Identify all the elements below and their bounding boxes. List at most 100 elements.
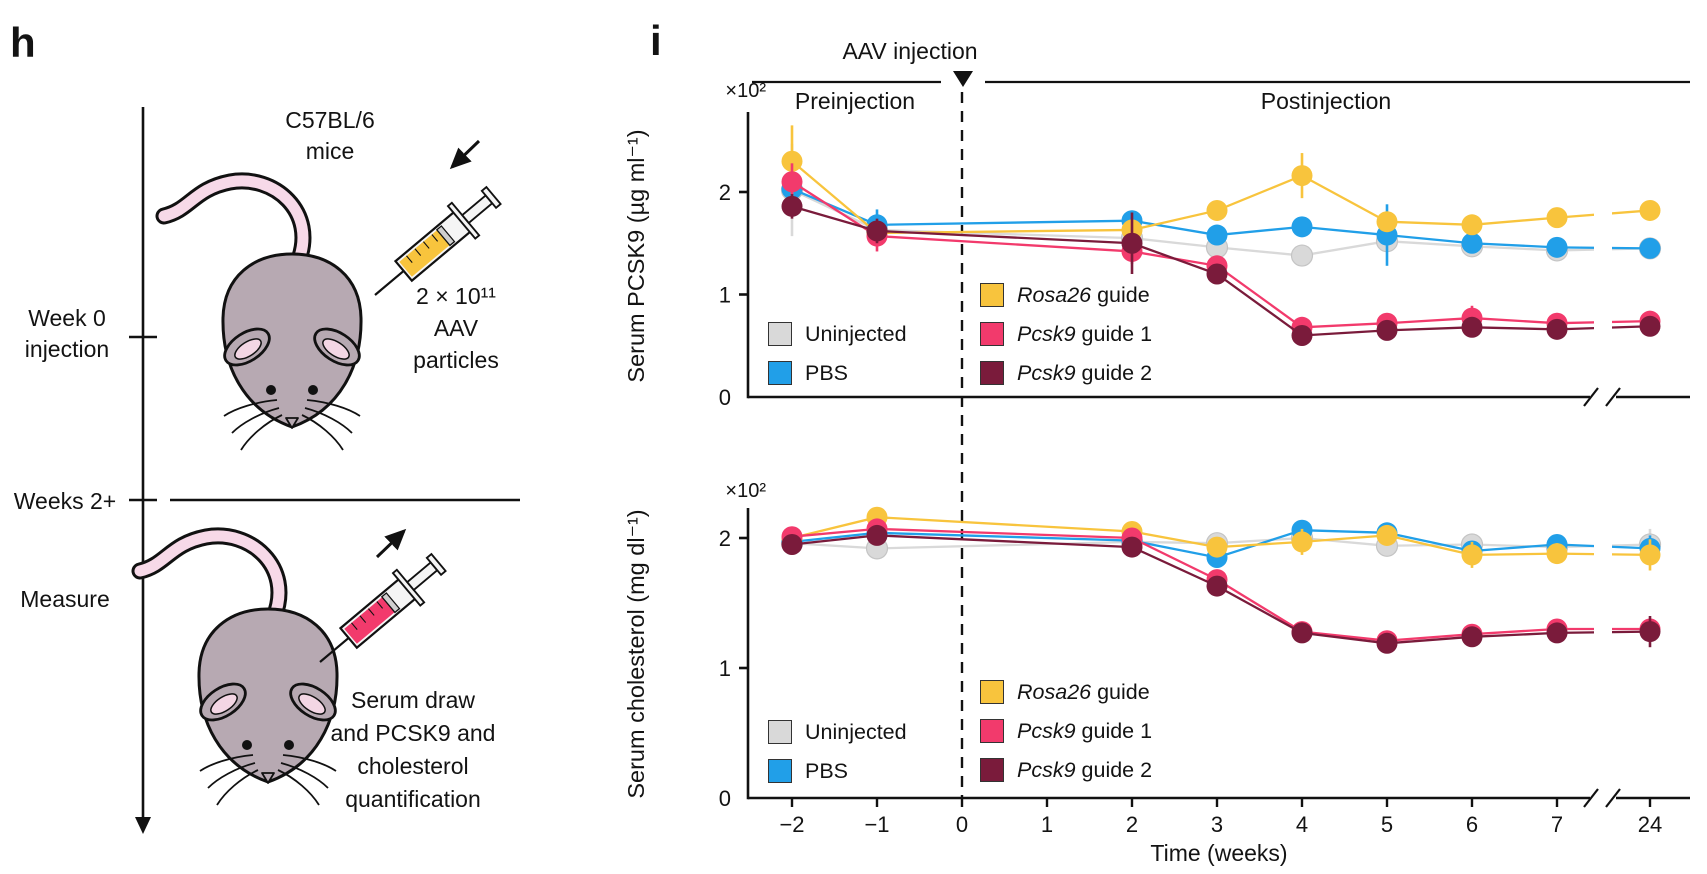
legend-item-pcsk9_g2: Pcsk9 guide 2 — [980, 361, 1152, 385]
legend-item-uninjected: Uninjected — [768, 322, 907, 346]
legend-label-rosa26: Rosa26 guide — [1017, 282, 1150, 307]
data-point — [1206, 263, 1228, 285]
legend-item-rosa26: Rosa26 guide — [980, 680, 1152, 704]
axis-break-slash — [1605, 788, 1621, 808]
legend-label-pcsk9_g1: Pcsk9 guide 1 — [1017, 321, 1153, 346]
postinjection-label: Postinjection — [1260, 88, 1392, 114]
legend-swatch-pcsk9_g2 — [980, 361, 1004, 385]
legend-item-pbs: PBS — [768, 759, 907, 783]
panel-i-label: i — [650, 17, 662, 64]
legend-label-pcsk9_g2: Pcsk9 guide 2 — [1017, 757, 1153, 782]
data-point — [1206, 536, 1228, 558]
panel-h-label: h — [10, 19, 36, 66]
axis-break-slash — [1605, 387, 1621, 407]
legend-swatch-pbs — [768, 759, 792, 783]
legend-swatch-rosa26 — [980, 680, 1004, 704]
data-point — [1546, 236, 1568, 258]
svg-text:−1: −1 — [864, 812, 889, 837]
serum-pcsk9-series — [780, 125, 1662, 346]
preinjection-label: Preinjection — [794, 88, 916, 114]
legend-item-pbs: PBS — [768, 361, 907, 385]
legend-label-rosa26: Rosa26 guide — [1017, 679, 1150, 704]
legend-swatch-pcsk9_g1 — [980, 322, 1004, 346]
data-point — [1546, 207, 1568, 229]
svg-text:0: 0 — [956, 812, 968, 837]
cholesterol-legend-left: Uninjected PBS — [768, 720, 907, 798]
data-point — [1546, 318, 1568, 340]
axis-break-slash — [1583, 788, 1599, 808]
data-point — [1546, 543, 1568, 565]
data-point — [1376, 211, 1398, 233]
data-point — [1291, 531, 1313, 553]
svg-text:3: 3 — [1211, 812, 1223, 837]
legend-label-pcsk9_g1: Pcsk9 guide 1 — [1017, 718, 1153, 743]
data-point — [1461, 626, 1483, 648]
data-point — [1546, 622, 1568, 644]
data-point — [1639, 199, 1661, 221]
serum-pcsk9-series-rosa26 — [781, 125, 1661, 244]
data-point — [1376, 319, 1398, 341]
svg-text:0: 0 — [719, 385, 731, 410]
inject-arrow-icon — [449, 139, 481, 170]
data-point — [1461, 214, 1483, 236]
injection-triangle-marker — [953, 71, 973, 87]
pcsk9-legend-right: Rosa26 guide Pcsk9 guide 1 Pcsk9 guide 2 — [980, 283, 1152, 400]
data-point — [1291, 325, 1313, 346]
weeks2-label: Weeks 2+ — [13, 488, 117, 514]
cholesterol-scale-label: ×10² — [725, 480, 766, 502]
legend-swatch-pbs — [768, 361, 792, 385]
data-point — [1461, 544, 1483, 566]
legend-item-rosa26: Rosa26 guide — [980, 283, 1152, 307]
legend-swatch-uninjected — [768, 322, 792, 346]
data-point — [1639, 621, 1661, 643]
mouse-strain-label: C57BL/6 mice — [285, 107, 375, 164]
serum-cholesterol-axes: 0 1 2 −2 −1 0 1 2 3 4 5 6 7 24 — [719, 508, 1690, 837]
aav-injection-header: AAV injection — [842, 38, 978, 64]
svg-text:2: 2 — [719, 526, 731, 551]
timeline-arrowhead — [135, 817, 151, 834]
data-point — [781, 534, 803, 555]
serum-pcsk9-series-pcsk9_g2 — [781, 194, 1661, 346]
data-point — [1206, 224, 1228, 246]
measure-label: Measure — [20, 586, 110, 612]
svg-text:2: 2 — [1126, 812, 1138, 837]
x-axis-label: Time (weeks) — [1150, 840, 1288, 866]
serum-pcsk9-axes: 0 1 2 — [719, 112, 1690, 410]
data-point — [781, 150, 803, 172]
aav-dose-label: 2 × 10¹¹ AAV particles — [413, 283, 499, 373]
svg-text:6: 6 — [1466, 812, 1478, 837]
legend-label-uninjected: Uninjected — [805, 321, 907, 346]
pcsk9-legend-left: Uninjected PBS — [768, 322, 907, 400]
serum-cholesterol-series — [780, 506, 1662, 654]
data-point — [1291, 165, 1313, 187]
data-point — [866, 220, 888, 242]
aav-injection-bracket — [752, 71, 1690, 87]
data-point — [1639, 237, 1661, 259]
svg-text:−2: −2 — [779, 812, 804, 837]
axis-break-slash — [1583, 387, 1599, 407]
svg-text:1: 1 — [719, 283, 731, 308]
svg-text:7: 7 — [1551, 812, 1563, 837]
legend-swatch-pcsk9_g2 — [980, 758, 1004, 782]
legend-item-pcsk9_g1: Pcsk9 guide 1 — [980, 322, 1152, 346]
pcsk9-y-axis-label: Serum PCSK9 (µg ml⁻¹) — [623, 129, 649, 383]
cholesterol-y-axis-label: Serum cholesterol (mg dl⁻¹) — [623, 509, 649, 799]
svg-text:1: 1 — [719, 656, 731, 681]
legend-label-uninjected: Uninjected — [805, 719, 907, 744]
week0-injection-label: Week 0 injection — [24, 305, 110, 362]
data-point — [1121, 536, 1143, 558]
data-point — [1291, 622, 1313, 644]
legend-label-pbs: PBS — [805, 360, 849, 385]
data-point — [1121, 232, 1143, 254]
legend-swatch-rosa26 — [980, 283, 1004, 307]
svg-text:1: 1 — [1041, 812, 1053, 837]
legend-label-pbs: PBS — [805, 758, 849, 783]
svg-text:24: 24 — [1638, 812, 1662, 837]
timeline-axis — [129, 107, 157, 834]
svg-text:5: 5 — [1381, 812, 1393, 837]
legend-item-pcsk9_g2: Pcsk9 guide 2 — [980, 758, 1152, 782]
data-point — [1291, 216, 1313, 238]
